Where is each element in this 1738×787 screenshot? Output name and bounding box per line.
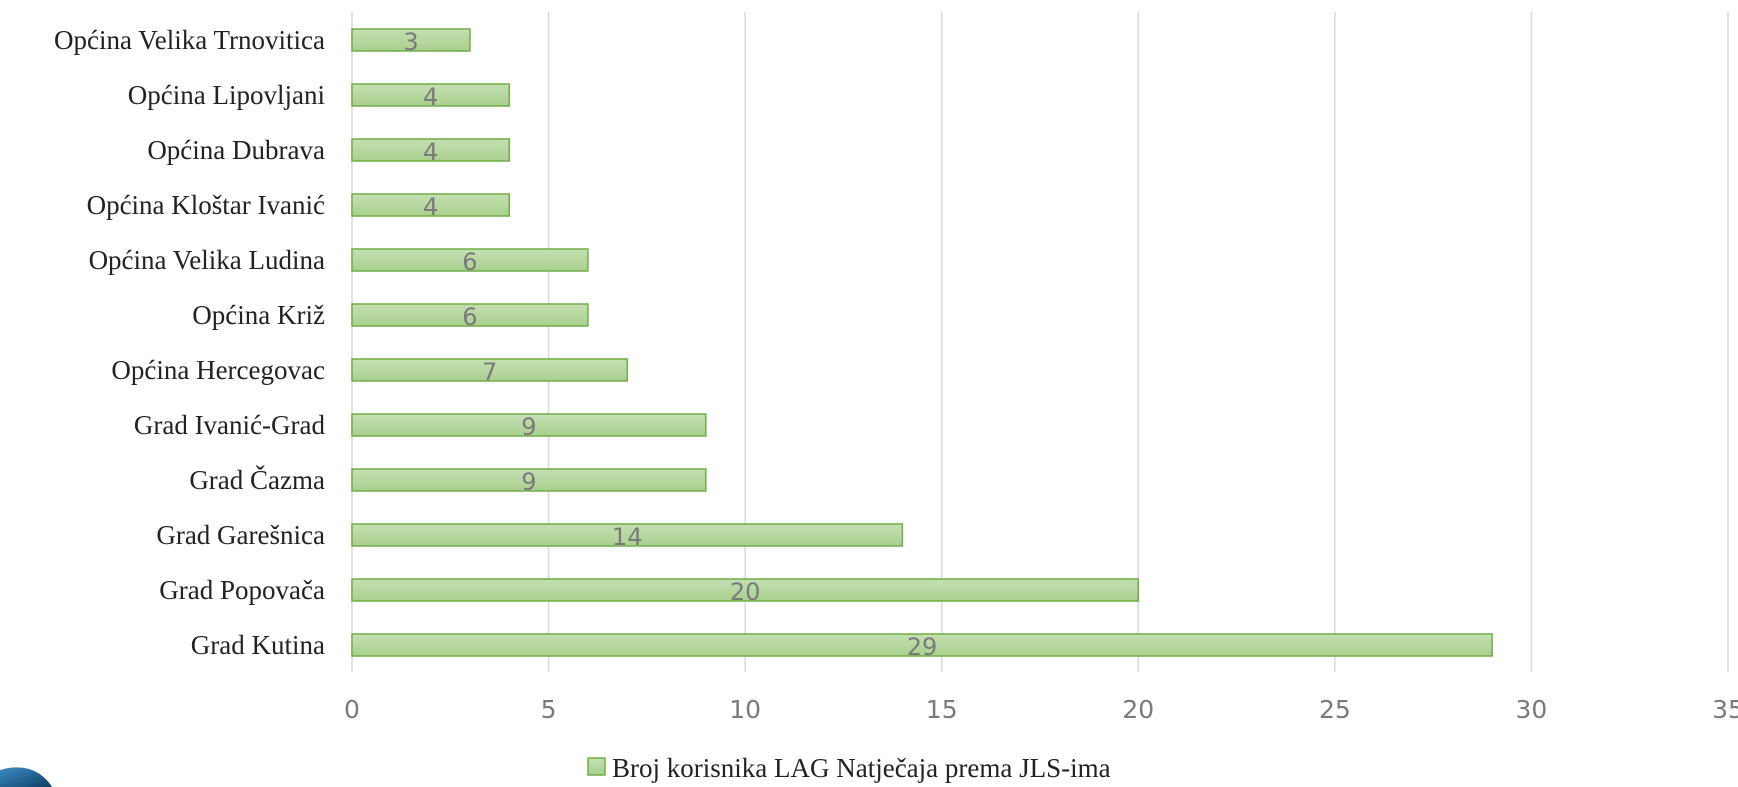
bar — [351, 83, 511, 107]
bar-data-label: 6 — [462, 303, 477, 331]
category-label: Grad Čazma — [189, 465, 325, 495]
bar-data-label: 4 — [423, 83, 438, 111]
x-tick-label: 20 — [1122, 695, 1154, 724]
bar — [351, 468, 707, 492]
gridlines — [351, 12, 1729, 672]
bar — [351, 28, 471, 52]
bar — [351, 138, 511, 162]
bar-data-label: 3 — [403, 28, 418, 56]
category-label: Općina Kloštar Ivanić — [87, 190, 325, 220]
category-label: Općina Križ — [192, 300, 325, 330]
corner-swoosh-decoration — [0, 767, 52, 787]
x-axis-tick-labels: 0 5 10 15 20 25 30 35 — [344, 695, 1738, 724]
category-label: Općina Velika Ludina — [89, 245, 325, 275]
legend: Broj korisnika LAG Natječaja prema JLS-i… — [587, 753, 1111, 783]
bar — [351, 303, 589, 327]
x-tick-label: 0 — [344, 695, 360, 724]
bar — [351, 413, 707, 437]
x-tick-label: 15 — [926, 695, 958, 724]
category-label: Općina Hercegovac — [111, 355, 325, 385]
bar-data-label: 4 — [423, 193, 438, 221]
bar — [351, 193, 511, 217]
bar-data-label: 4 — [423, 138, 438, 166]
x-tick-label: 5 — [541, 695, 557, 724]
category-label: Općina Dubrava — [147, 135, 325, 165]
category-label: Grad Popovača — [159, 575, 325, 605]
bar-data-label: 6 — [462, 248, 477, 276]
bar-data-label: 29 — [907, 633, 938, 661]
bar-data-label: 20 — [730, 578, 761, 606]
bar-data-label: 9 — [521, 413, 536, 441]
bar — [351, 523, 904, 547]
bar-data-label: 14 — [612, 523, 643, 551]
x-tick-label: 30 — [1516, 695, 1548, 724]
bar — [351, 358, 628, 382]
legend-label: Broj korisnika LAG Natječaja prema JLS-i… — [612, 753, 1111, 783]
bar — [351, 578, 1140, 602]
x-tick-label: 25 — [1319, 695, 1351, 724]
bar-data-label: 9 — [521, 468, 536, 496]
category-label: Grad Garešnica — [156, 520, 325, 550]
category-labels: Općina Velika Trnovitica Općina Lipovljan… — [54, 25, 325, 660]
category-label: Grad Kutina — [191, 630, 325, 660]
bar-data-label: 7 — [482, 358, 497, 386]
bar — [351, 633, 1493, 657]
category-label: Grad Ivanić-Grad — [134, 410, 326, 440]
legend-swatch — [587, 757, 606, 776]
bar — [351, 248, 589, 272]
x-tick-label: 10 — [729, 695, 761, 724]
category-label: Općina Lipovljani — [128, 80, 325, 110]
x-tick-label: 35 — [1712, 695, 1738, 724]
category-label: Općina Velika Trnovitica — [54, 25, 325, 55]
